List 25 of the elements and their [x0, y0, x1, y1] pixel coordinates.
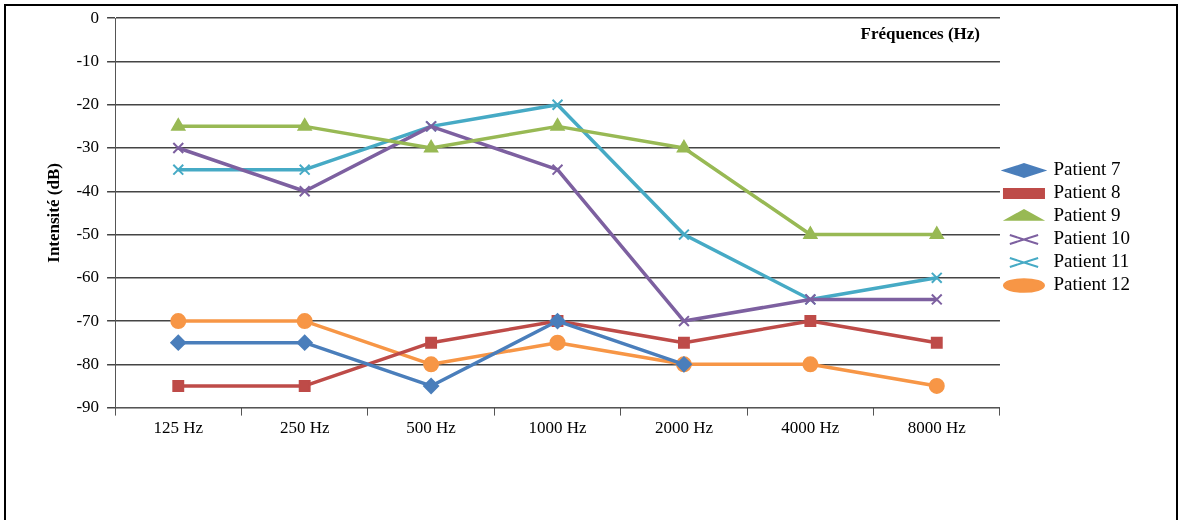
x-tick-label: 2000 Hz [654, 418, 714, 438]
legend-label: Patient 11 [1053, 250, 1130, 272]
y-tick-label: -50 [76, 224, 100, 243]
x-tick-label: 125 Hz [153, 418, 204, 438]
x-tick-label: 1000 Hz [528, 418, 588, 438]
y-tick-label: -20 [76, 94, 100, 114]
y-tick-label: -30 [76, 137, 100, 157]
y-axis-title: Intensité (dB) [43, 163, 63, 263]
y-tick-label: -90 [76, 397, 100, 417]
x-tick-label: 8000 Hz [907, 418, 967, 438]
x-tick-label: 250 Hz [279, 418, 330, 438]
y-tick-label: -70 [76, 310, 100, 330]
x-tick-label: 4000 Hz [781, 418, 840, 438]
legend-label: Patient 7 [1053, 158, 1121, 180]
x-tick-label: 500 Hz [406, 418, 457, 438]
legend-label: Patient 12 [1053, 273, 1131, 295]
legend-label: Patient 9 [1053, 204, 1121, 226]
y-tick-label: -80 [76, 353, 100, 373]
x-axis-title: Fréquences (Hz) [860, 23, 980, 43]
y-tick-label: 0 [90, 7, 100, 27]
y-tick-label: -40 [76, 180, 100, 200]
legend-label: Patient 8 [1053, 181, 1121, 203]
y-tick-label: -60 [76, 267, 100, 287]
y-tick-label: -10 [76, 50, 100, 70]
legend-label: Patient 10 [1053, 227, 1131, 249]
